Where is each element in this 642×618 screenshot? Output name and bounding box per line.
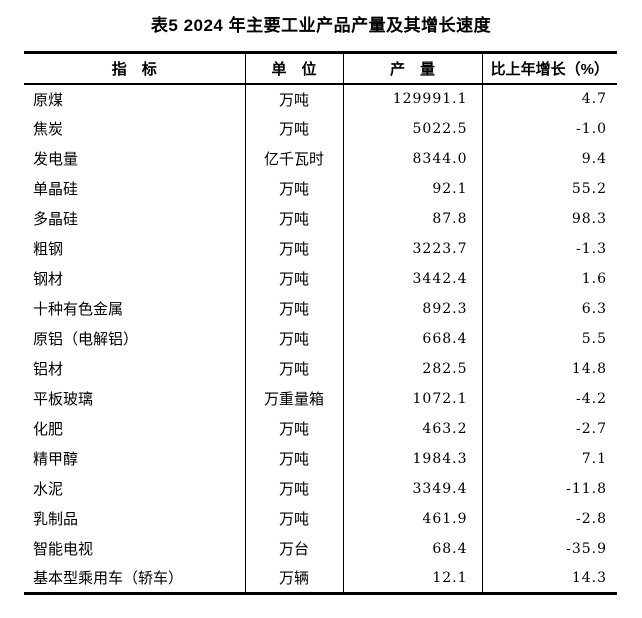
growth-cell: 14.3 (481, 563, 617, 594)
table-row: 原煤 万吨 129991.1 4.7 (24, 83, 617, 114)
growth-cell: -35.9 (481, 533, 617, 564)
indicator-cell: 单晶硅 (33, 182, 79, 198)
output-cell: 12.1 (342, 563, 482, 594)
table-row: 原铝（电解铝） 万吨 668.4 5.5 (24, 323, 617, 354)
indicator-cell: 精甲醇 (33, 452, 79, 468)
growth-cell: 14.8 (481, 353, 617, 384)
growth-cell: 55.2 (481, 173, 617, 204)
unit-cell: 万吨 (244, 293, 343, 324)
indicator-cell: 焦炭 (33, 122, 64, 138)
table-row: 单晶硅 万吨 92.1 55.2 (24, 173, 617, 204)
unit-cell: 万吨 (244, 353, 343, 384)
unit-cell: 万吨 (244, 173, 343, 204)
indicator-cell: 钢材 (33, 272, 64, 288)
growth-cell: 98.3 (481, 203, 617, 234)
unit-cell: 万吨 (244, 323, 343, 354)
table-row: 平板玻璃 万重量箱 1072.1 -4.2 (24, 383, 617, 414)
growth-cell: 9.4 (481, 143, 617, 174)
output-cell: 68.4 (342, 533, 482, 564)
output-cell: 3223.7 (342, 233, 482, 264)
table-body: 原煤 万吨 129991.1 4.7 焦炭 万吨 5022.5 -1.0 发电量… (24, 83, 617, 594)
output-cell: 1072.1 (342, 383, 482, 414)
header-output: 产 量 (342, 52, 482, 85)
table-row: 化肥 万吨 463.2 -2.7 (24, 413, 617, 444)
growth-cell: 6.3 (481, 293, 617, 324)
unit-cell: 亿千瓦时 (244, 143, 343, 174)
output-cell: 92.1 (342, 173, 482, 204)
unit-cell: 万吨 (244, 233, 343, 264)
table-row: 精甲醇 万吨 1984.3 7.1 (24, 443, 617, 474)
indicator-cell: 化肥 (33, 422, 64, 438)
table-header-row: 指 标 单 位 产 量 比上年增长（%） (24, 52, 617, 85)
indicator-cell: 十种有色金属 (33, 302, 124, 318)
output-cell: 892.3 (342, 293, 482, 324)
unit-cell: 万吨 (244, 473, 343, 504)
indicator-cell: 原铝（电解铝） (33, 332, 139, 348)
unit-cell: 万吨 (244, 503, 343, 534)
growth-cell: 7.1 (481, 443, 617, 474)
output-cell: 5022.5 (342, 113, 482, 144)
growth-cell: -11.8 (481, 473, 617, 504)
table-row: 乳制品 万吨 461.9 -2.8 (24, 503, 617, 534)
output-cell: 3442.4 (342, 263, 482, 294)
indicator-cell: 智能电视 (33, 542, 94, 558)
growth-cell: -1.3 (481, 233, 617, 264)
unit-cell: 万吨 (244, 413, 343, 444)
unit-cell: 万吨 (244, 203, 343, 234)
header-unit: 单 位 (244, 52, 343, 85)
industrial-output-table: 指 标 单 位 产 量 比上年增长（%） 原煤 万吨 129991.1 4.7 … (24, 51, 617, 595)
output-cell: 461.9 (342, 503, 482, 534)
unit-cell: 万辆 (244, 563, 343, 594)
output-cell: 668.4 (342, 323, 482, 354)
table-title: 表5 2024 年主要工业产品产量及其增长速度 (150, 16, 492, 35)
growth-cell: -2.8 (481, 503, 617, 534)
table-row: 铝材 万吨 282.5 14.8 (24, 353, 617, 384)
unit-cell: 万吨 (244, 263, 343, 294)
indicator-cell: 铝材 (33, 362, 64, 378)
indicator-cell: 粗钢 (33, 242, 64, 258)
table-row: 基本型乘用车（轿车） 万辆 12.1 14.3 (24, 563, 617, 594)
growth-cell: -2.7 (481, 413, 617, 444)
unit-cell: 万吨 (244, 113, 343, 144)
indicator-cell: 原煤 (33, 92, 64, 109)
growth-cell: 5.5 (481, 323, 617, 354)
unit-cell: 万台 (244, 533, 343, 564)
indicator-cell: 乳制品 (33, 512, 79, 528)
output-cell: 129991.1 (342, 83, 482, 114)
growth-cell: -4.2 (481, 383, 617, 414)
table-row: 水泥 万吨 3349.4 -11.8 (24, 473, 617, 504)
table-row: 粗钢 万吨 3223.7 -1.3 (24, 233, 617, 264)
output-cell: 463.2 (342, 413, 482, 444)
output-cell: 87.8 (342, 203, 482, 234)
output-cell: 282.5 (342, 353, 482, 384)
table-row: 焦炭 万吨 5022.5 -1.0 (24, 113, 617, 144)
table-row: 十种有色金属 万吨 892.3 6.3 (24, 293, 617, 324)
table-row: 钢材 万吨 3442.4 1.6 (24, 263, 617, 294)
growth-cell: -1.0 (481, 113, 617, 144)
header-indicator: 指 标 (24, 52, 245, 85)
table-row: 发电量 亿千瓦时 8344.0 9.4 (24, 143, 617, 174)
growth-cell: 4.7 (481, 83, 617, 114)
indicator-cell: 平板玻璃 (33, 392, 94, 408)
indicator-cell: 基本型乘用车（轿车） (33, 571, 184, 588)
output-cell: 1984.3 (342, 443, 482, 474)
table-row: 多晶硅 万吨 87.8 98.3 (24, 203, 617, 234)
unit-cell: 万吨 (244, 83, 343, 114)
indicator-cell: 多晶硅 (33, 212, 79, 228)
unit-cell: 万重量箱 (244, 383, 343, 414)
indicator-cell: 发电量 (33, 152, 79, 168)
growth-cell: 1.6 (481, 263, 617, 294)
table-row: 智能电视 万台 68.4 -35.9 (24, 533, 617, 564)
unit-cell: 万吨 (244, 443, 343, 474)
output-cell: 8344.0 (342, 143, 482, 174)
header-growth: 比上年增长（%） (481, 52, 617, 85)
indicator-cell: 水泥 (33, 482, 64, 498)
output-cell: 3349.4 (342, 473, 482, 504)
